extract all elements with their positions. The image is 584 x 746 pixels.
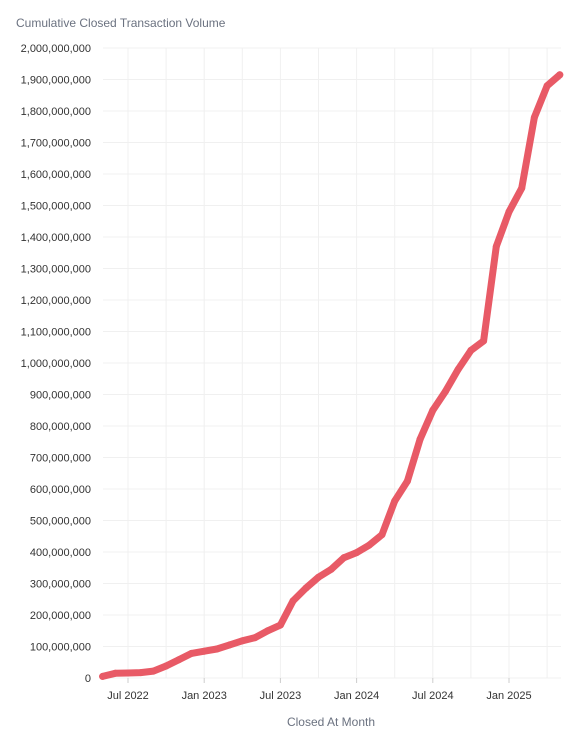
data-point[interactable] [264,627,272,635]
y-tick-label: 1,400,000,000 [21,232,91,244]
series-layer [99,71,564,680]
data-point[interactable] [99,672,107,680]
x-tick-label: Jan 2025 [486,690,531,702]
x-axis-label: Closed At Month [287,715,375,729]
data-point[interactable] [403,477,411,485]
y-tick-label: 700,000,000 [30,453,91,465]
series-line [99,71,564,680]
x-tick-label: Jul 2024 [412,690,454,702]
data-point[interactable] [340,554,348,562]
data-point[interactable] [188,649,195,657]
x-axis-ticks: Jul 2022 Jan 2023 Jul 2023 Jan 2024 Jul 2024… [107,678,532,702]
y-tick-label: 1,000,000,000 [21,358,91,370]
y-tick-label: 1,300,000,000 [21,264,91,276]
data-point[interactable] [137,669,145,677]
data-point[interactable] [302,584,310,592]
data-point[interactable] [238,637,246,645]
y-tick-label: 1,100,000,000 [21,327,91,339]
x-tick-label: Jan 2023 [182,690,227,702]
y-tick-label: 300,000,000 [30,579,91,591]
data-point[interactable] [200,647,208,655]
y-tick-label: 1,500,000,000 [21,201,91,213]
data-point[interactable] [162,662,170,670]
y-tick-label: 1,700,000,000 [21,138,91,150]
y-tick-label: 1,900,000,000 [21,75,91,87]
y-tick-label: 500,000,000 [30,516,91,528]
grid-lines [103,47,561,679]
data-point[interactable] [467,346,475,354]
data-point[interactable] [454,365,462,373]
data-point[interactable] [543,82,551,90]
data-point[interactable] [213,645,221,653]
y-axis-ticks: 0 100,000,000 200,000,000 300,000,000 400,00… [21,43,91,685]
y-tick-label: 900,000,000 [30,390,91,402]
data-point[interactable] [492,242,500,250]
x-tick-label: Jul 2023 [260,690,302,702]
data-point[interactable] [416,435,424,443]
y-tick-label: 1,600,000,000 [21,169,91,181]
data-point[interactable] [175,656,183,664]
data-point[interactable] [530,113,538,121]
data-point[interactable] [442,387,449,395]
y-tick-label: 1,200,000,000 [21,295,91,307]
data-point[interactable] [149,667,157,675]
x-tick-label: Jan 2024 [334,690,379,702]
data-point[interactable] [226,641,234,649]
y-tick-label: 1,800,000,000 [21,106,91,118]
data-point[interactable] [353,549,361,557]
data-point[interactable] [327,565,335,573]
data-point[interactable] [251,634,259,642]
data-point[interactable] [480,337,488,345]
data-point[interactable] [276,621,284,629]
y-tick-label: 200,000,000 [30,610,91,622]
data-point[interactable] [391,497,399,505]
y-tick-label: 600,000,000 [30,484,91,496]
data-point[interactable] [518,184,526,192]
chart-title: Cumulative Closed Transaction Volume [16,16,226,30]
y-tick-label: 800,000,000 [30,421,91,433]
y-tick-label: 100,000,000 [30,642,91,654]
data-point[interactable] [429,406,437,414]
y-tick-label: 0 [85,673,91,685]
data-point[interactable] [378,531,386,539]
data-point[interactable] [505,208,513,216]
y-tick-label: 400,000,000 [30,547,91,559]
data-point[interactable] [315,573,322,581]
x-tick-label: Jul 2022 [107,690,149,702]
data-point[interactable] [124,669,132,677]
data-point[interactable] [365,541,373,549]
data-point[interactable] [289,597,297,605]
data-point[interactable] [111,669,119,677]
data-point[interactable] [556,71,564,79]
y-tick-label: 2,000,000,000 [21,43,91,55]
